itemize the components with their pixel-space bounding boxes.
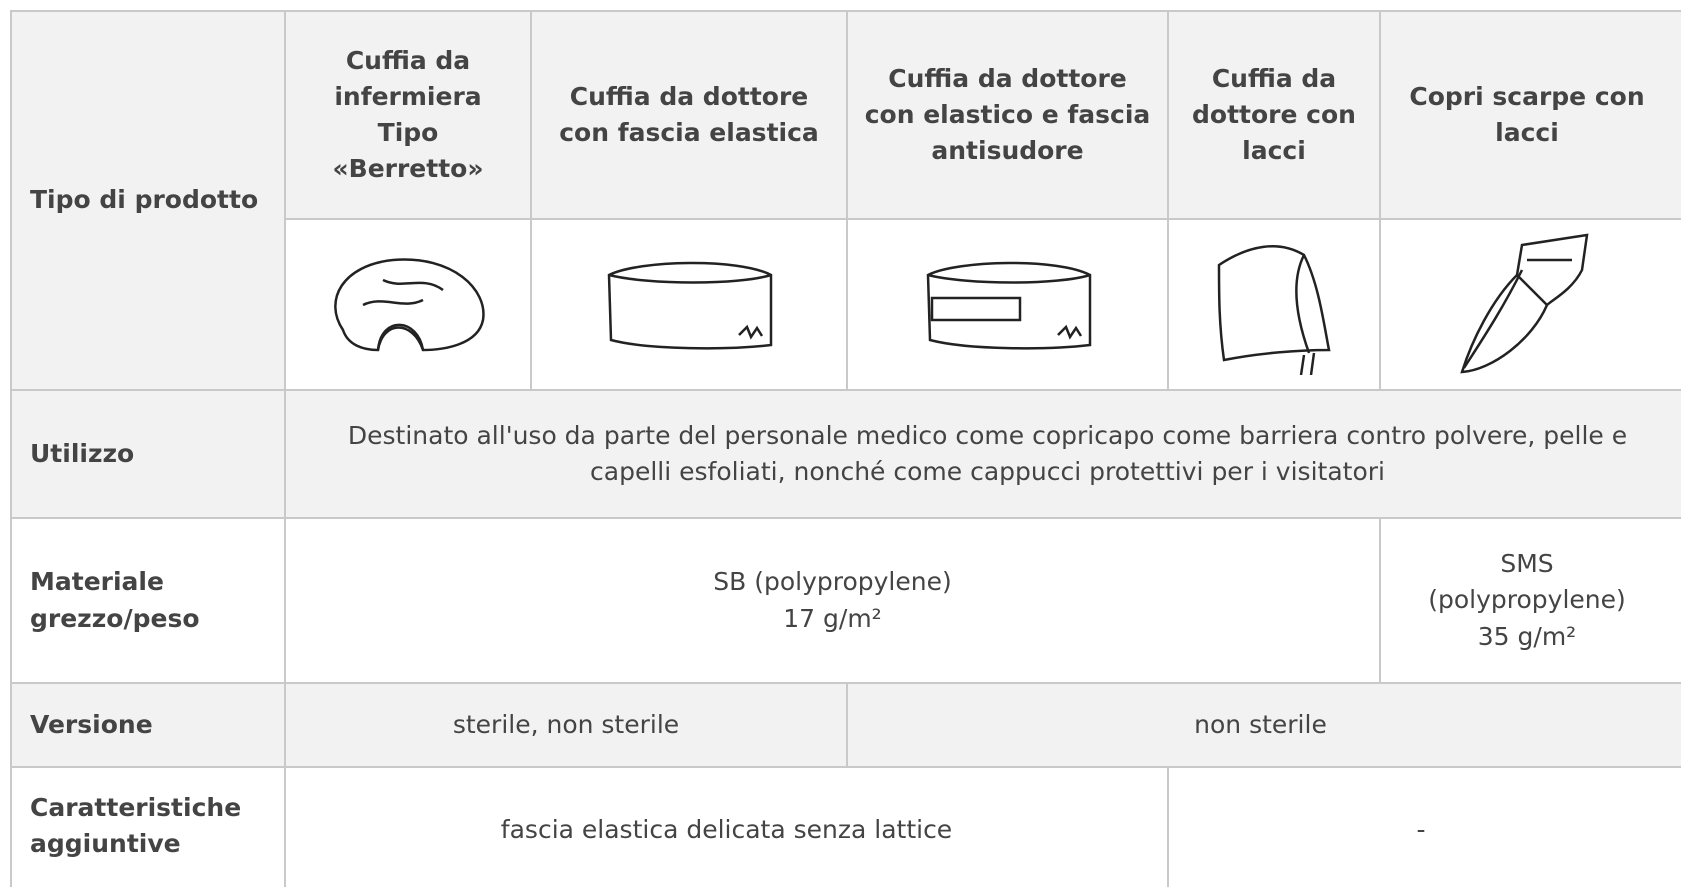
row-label: Utilizzo [12,391,286,519]
product-header: Cuffia da infermiera Tipo «Berretto» [286,12,532,220]
product-header: Cuffia da dottore con elastico e fascia … [848,12,1169,220]
row-label: Tipo di prodotto [12,12,286,391]
cell: - [1169,768,1681,887]
cell: sterile, non sterile [286,684,848,768]
row-label: Caratteristiche aggiuntive [12,768,286,887]
product-header: Copri scarpe con lacci [1381,12,1681,220]
row-label: Versione [12,684,286,768]
cell: non sterile [848,684,1681,768]
cell-line: SMS [1500,549,1554,579]
cell-line: 35 g/m² [1477,621,1577,651]
label-text: Caratteristiche aggiuntive [30,793,242,859]
product-image [286,220,532,391]
border [10,10,12,887]
product-header: Cuffia da dottore con lacci [1169,12,1381,220]
product-image [848,220,1169,391]
border [10,10,1681,12]
cell: fascia elastica delicata senza lattice [286,768,1169,887]
product-image [1381,220,1681,391]
product-image [532,220,848,391]
row-label: Materiale grezzo/peso [12,519,286,684]
label-text: Materiale grezzo/peso [30,567,200,633]
cell-line: SB (polypropylene) [713,567,952,597]
product-header: Cuffia da dottore con fascia elastica [532,12,848,220]
cell-line: (polypropylene) [1428,585,1626,615]
cell: Destinato all'uso da parte del personale… [286,391,1681,519]
cell-line: 17 g/m² [783,603,882,633]
cell: SMS (polypropylene) 35 g/m² [1381,519,1681,684]
cell: SB (polypropylene) 17 g/m² [286,519,1381,684]
product-image [1169,220,1381,391]
